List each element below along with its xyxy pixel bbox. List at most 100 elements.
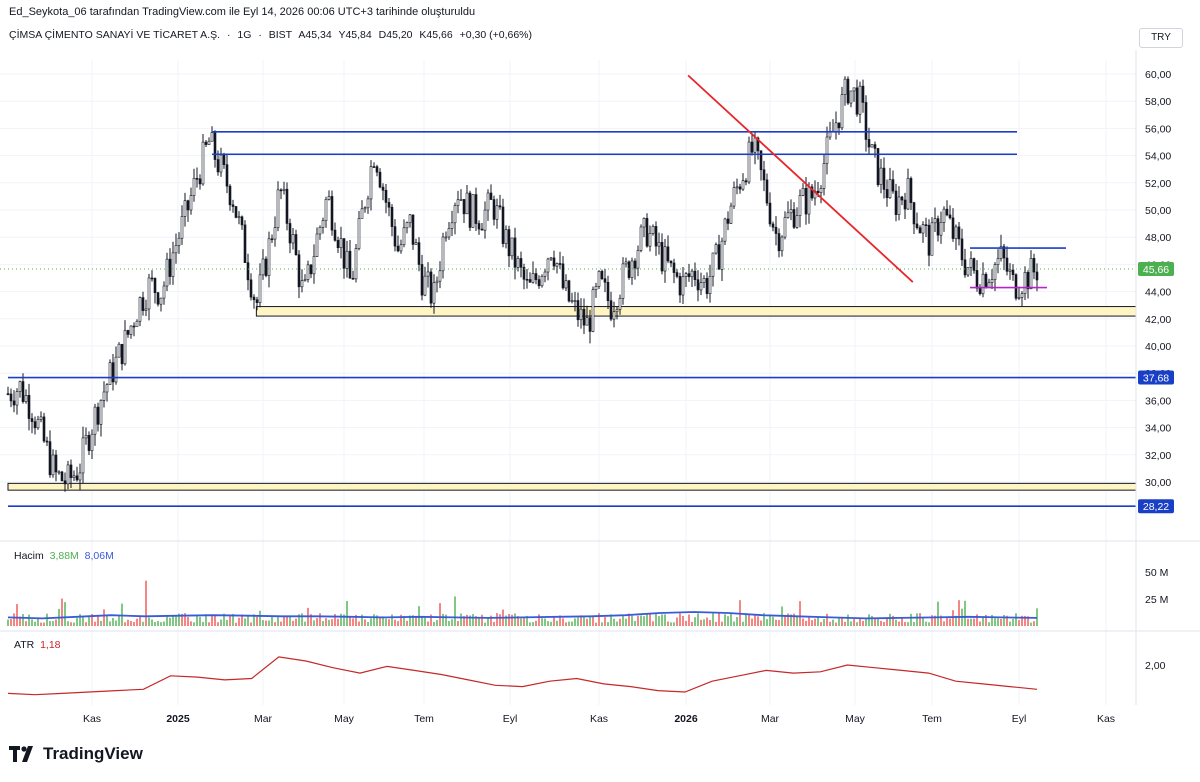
tradingview-logo[interactable]: TradingView [9,744,143,764]
candle-body [819,188,823,193]
tradingview-logo-icon [9,746,33,762]
level-price-badge-label: 37,68 [1143,373,1169,385]
candle-body [1002,246,1006,259]
candle-body [405,222,409,229]
candle-body [1014,274,1018,299]
candle-body [288,223,292,244]
candle-body [525,278,529,281]
candle-body [732,187,736,207]
trendline [687,74,914,283]
candle-body [345,250,349,269]
candle-body [585,317,589,326]
candle-body [609,300,613,320]
level-price-badge [1138,370,1174,385]
atr-line [7,656,1038,696]
candle-body [399,244,403,252]
candle-body [207,140,211,145]
candle-body [237,216,241,219]
x-tick-label: Tem [414,713,434,725]
symbol-interval[interactable]: 1G [237,29,252,41]
candle-body [966,266,970,276]
price-axis[interactable]: 60,0058,0056,0054,0052,0050,0048,0046,00… [1145,69,1171,489]
candle-body [651,226,655,234]
candle-body [672,262,676,273]
candle-body [987,282,991,288]
ohlc-change: +0,30 (+0,66%) [459,29,533,41]
candle-body [663,246,667,272]
candle-body [450,222,454,229]
candle-body [636,250,640,269]
candle-body [549,257,553,260]
candle-body [105,384,109,393]
candle-body [114,356,118,383]
currency-badge[interactable]: TRY [1139,28,1183,48]
candle-body [849,90,853,104]
y-tick-label: 54,00 [1145,151,1171,163]
candle-body [567,280,571,302]
candle-body [132,325,136,328]
candle-body [741,180,745,190]
candle-body [969,258,973,268]
candle-body [702,278,706,283]
volume-tick-label: 50 M [1145,567,1168,579]
candle-body [93,406,97,435]
candle-body [708,275,712,294]
candle-body [255,299,259,303]
volume-legend: Hacim 3,88M 8,06M [14,550,114,562]
candle-body [279,189,283,192]
candle-body [1029,258,1033,290]
candle-body [447,228,451,238]
candle-body [285,188,289,224]
candle-body [834,122,838,132]
candle-body [711,252,715,277]
candle-body [909,178,913,203]
candle-body [627,261,631,278]
candle-body [936,218,940,236]
candle-body [393,226,397,247]
candle-body [597,270,601,287]
candle-body [564,280,568,289]
candle-body [111,362,115,383]
candle-body [87,435,91,451]
candle-body [306,264,310,280]
candle-body [531,273,535,283]
candle-body [537,279,541,287]
candle-body [642,218,646,228]
candle-body [816,190,820,193]
candle-body [762,169,766,181]
candle-body [51,454,55,476]
candle-body [357,218,361,249]
candle-body [837,122,841,129]
candle-body [774,226,778,234]
candle-body [945,208,949,216]
candle-body [201,141,205,185]
candle-body [558,263,562,265]
candle-body [354,248,358,280]
candle-body [189,195,193,211]
level-price-badge [1138,499,1174,514]
candle-body [594,286,598,291]
time-axis[interactable]: Kas 2025 Mar May Tem Eyl Kas 2026 Mar May Tem Eyl Ka… [83,713,1115,725]
candle-body [744,180,748,183]
candle-body [174,245,178,254]
candle-body [795,215,799,228]
candle-body [486,192,490,211]
symbol-legend: ÇİMSA ÇİMENTO SANAYİ VE TİCARET A.Ş. · 1… [9,29,536,41]
symbol-name: ÇİMSA ÇİMENTO SANAYİ VE TİCARET A.Ş. [9,29,221,41]
candle-body [687,273,691,278]
candle-body [645,218,649,247]
candle-body [546,258,550,273]
candle-body [474,194,478,224]
candle-body [21,381,25,402]
candle-body [519,258,523,268]
candle-body [210,132,214,142]
candle-body [840,94,844,129]
candle-body [678,276,682,296]
candle-body [78,472,82,481]
candle-body [561,263,565,289]
x-tick-label: 2025 [166,713,190,725]
candle-body [573,300,577,302]
candle-body [36,419,40,429]
candle-body [825,136,829,164]
